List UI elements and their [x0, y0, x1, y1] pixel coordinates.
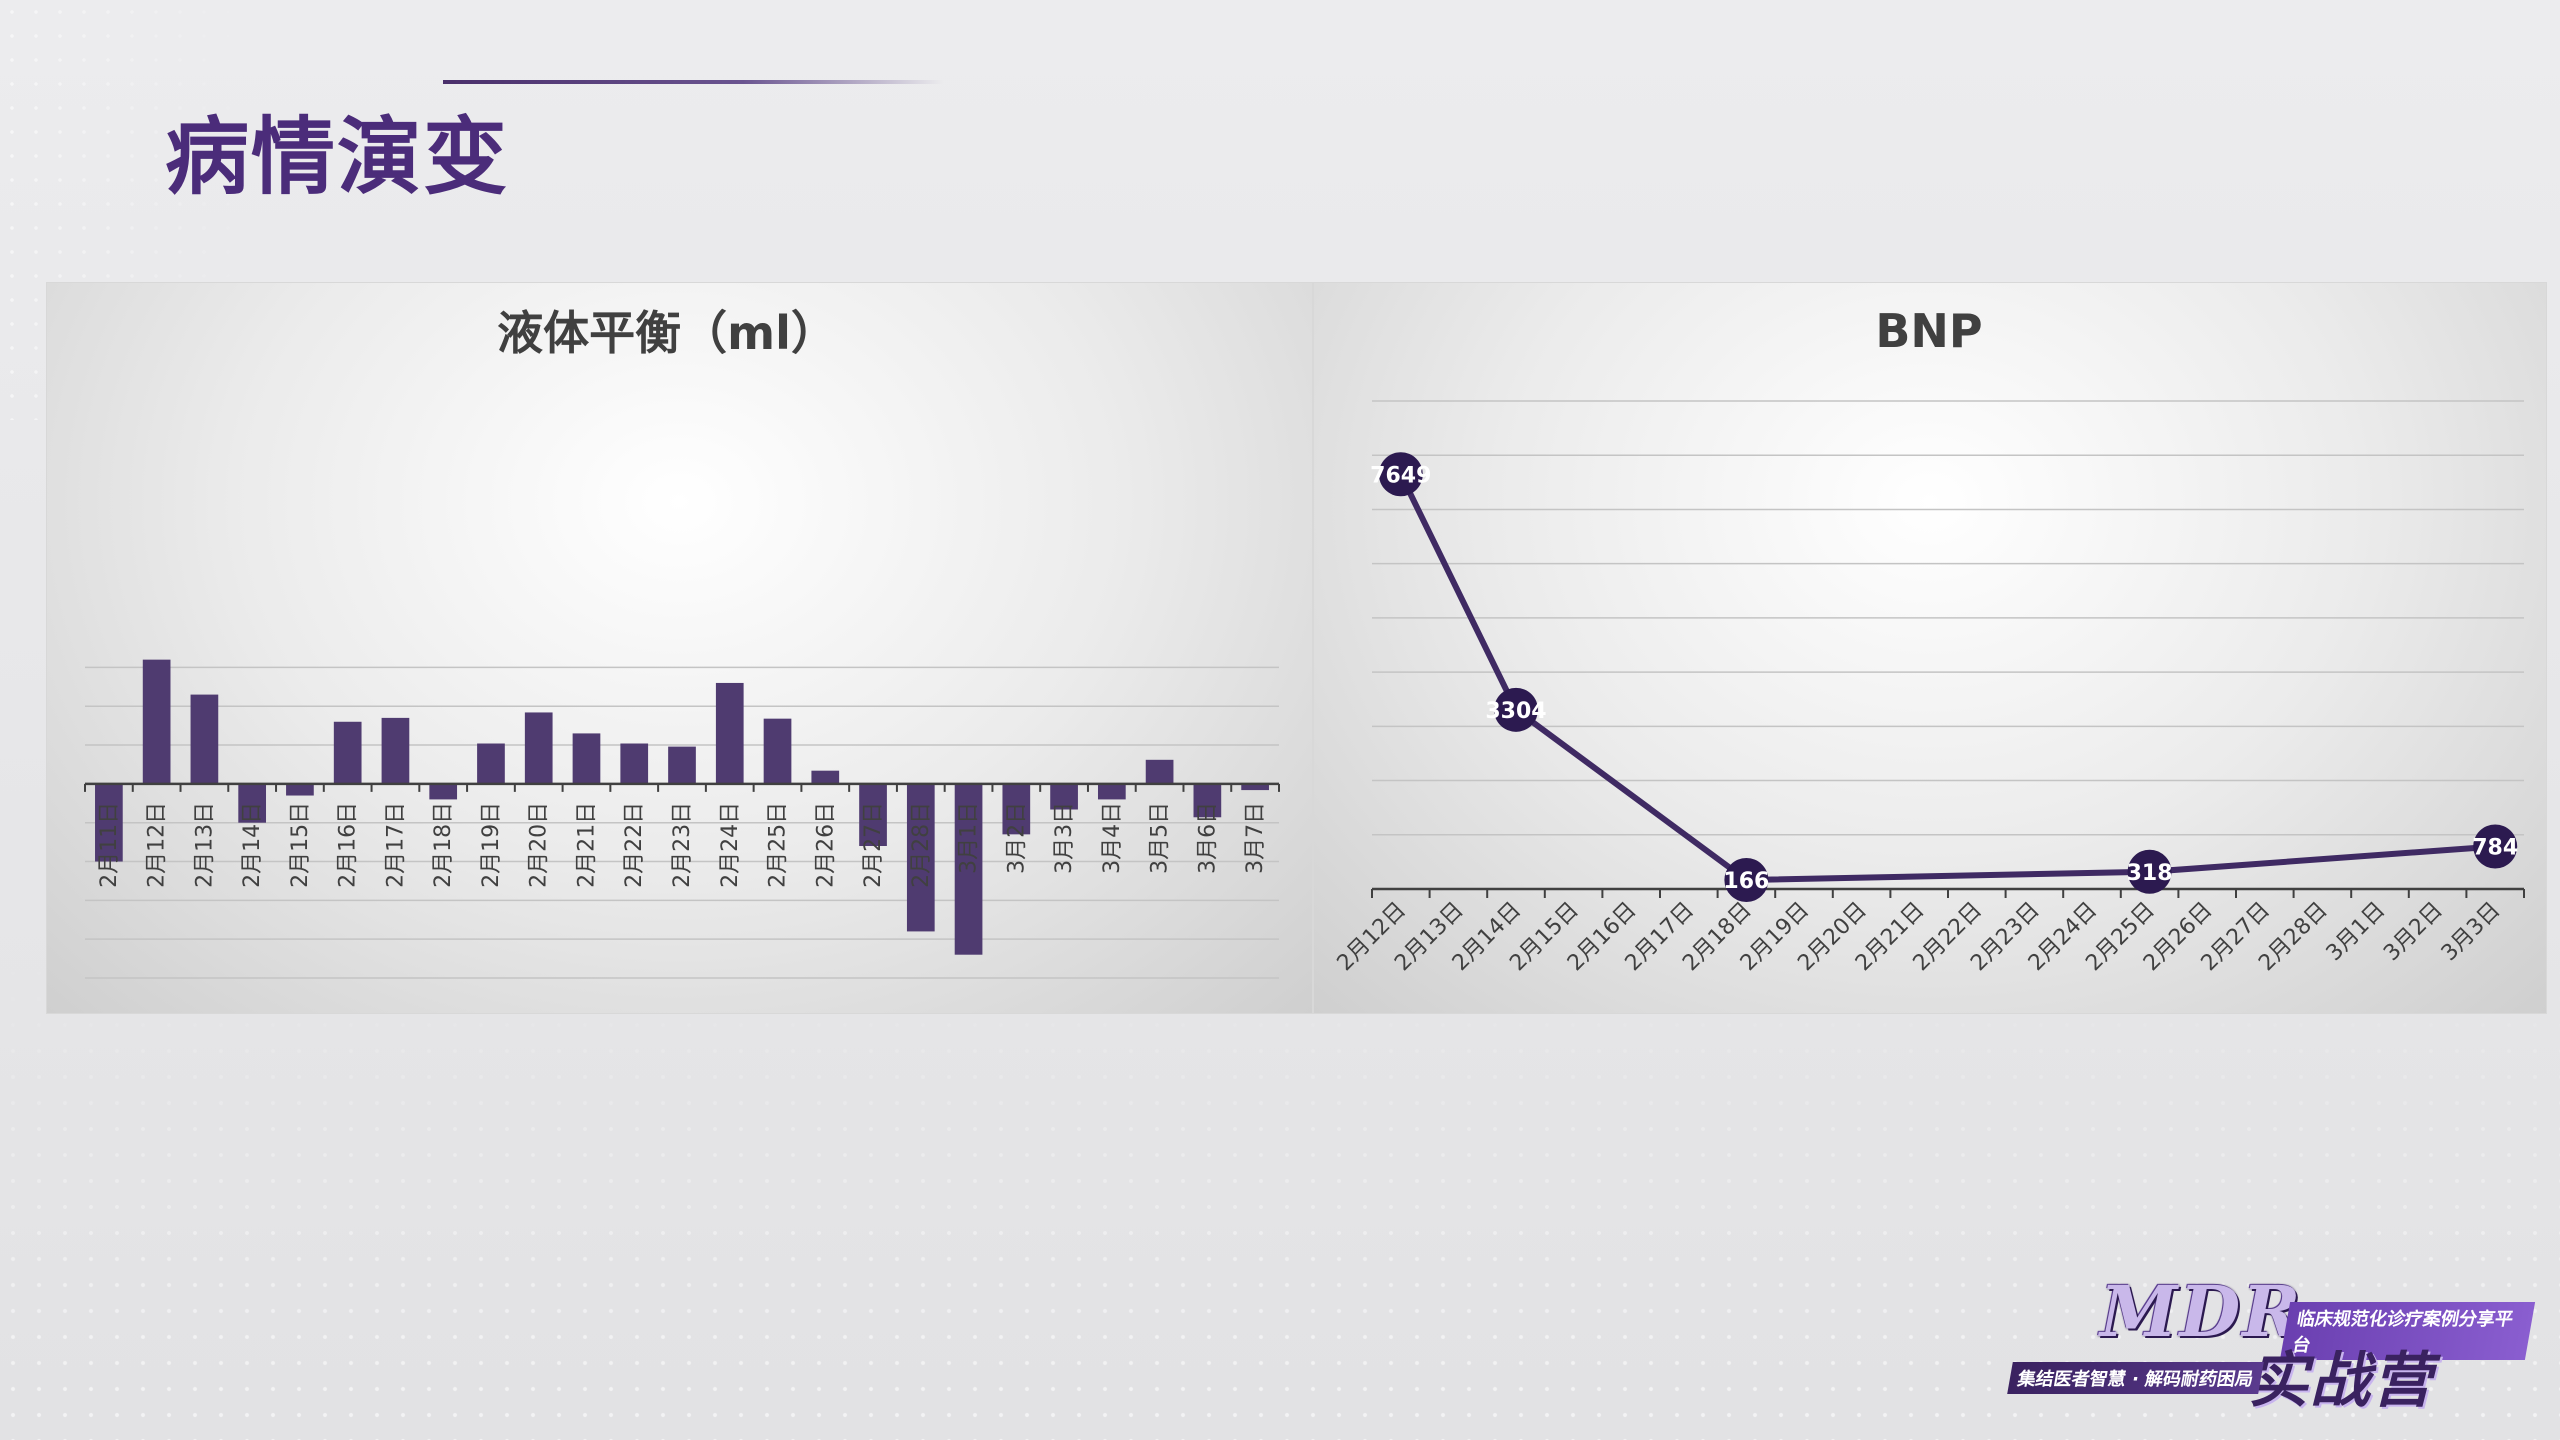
x-tick-label: 3月5日	[1148, 802, 1173, 874]
x-tick-label: 2月19日	[479, 802, 504, 888]
x-tick-label: 2月15日	[288, 802, 313, 888]
x-tick-label: 2月20日	[527, 802, 552, 888]
logo-badge-bottom: 集结医者智慧 · 解码耐药困局	[2007, 1362, 2265, 1394]
x-tick-label: 2月21日	[574, 802, 599, 888]
x-tick-label: 3月1日	[2322, 898, 2391, 967]
x-tick-label: 3月3日	[2437, 898, 2506, 967]
data-point	[1378, 452, 1423, 497]
bar	[572, 733, 601, 784]
x-tick-label: 2月24日	[718, 802, 743, 888]
x-tick-label: 2月23日	[670, 802, 695, 888]
bar	[142, 659, 171, 784]
x-tick-label: 2月11日	[97, 802, 122, 888]
series-line	[1398, 472, 2496, 883]
x-tick-label: 3月2日	[2379, 898, 2448, 967]
data-label: 784	[2472, 835, 2518, 860]
page-title: 病情演变	[165, 108, 510, 206]
bar	[811, 770, 840, 784]
x-tick-label: 2月16日	[336, 802, 361, 888]
fluid-balance-chart-panel: 液体平衡（ml） 2月11日 2月12日 2月13日 2月14日 2月15日 2月16日 2月…	[46, 282, 1313, 1014]
data-label: 7649	[1370, 463, 1431, 488]
bar	[1145, 759, 1174, 784]
logo-mdr-text: MDR	[2100, 1270, 2303, 1353]
fluid-balance-chart: 液体平衡（ml） 2月11日 2月12日 2月13日 2月14日 2月15日 2月16日 2月…	[84, 306, 1280, 979]
bar	[1097, 783, 1126, 800]
x-tick-label: 2月28日	[909, 802, 934, 888]
x-tick-label: 2月27日	[861, 802, 886, 888]
bnp-chart-panel: BNP 2月12日 2月13日 2月14日 2月15日 2月16日 2月17日 2月18日 2月…	[1313, 282, 2547, 1014]
bar	[286, 783, 314, 796]
bnp-chart: BNP2月12日2月13日2月14日2月15日2月16日2月17日2月18日2月…	[1333, 304, 2525, 976]
x-tick-label: 2月14日	[240, 802, 265, 888]
x-tick-label: 3月7日	[1243, 802, 1268, 874]
bar	[906, 783, 935, 932]
bar	[668, 746, 696, 784]
chart-title: 液体平衡（ml）	[497, 306, 837, 360]
x-tick-label: 3月4日	[1100, 802, 1125, 874]
bar	[1050, 783, 1078, 810]
data-label: 318	[2127, 861, 2173, 886]
x-tick-label: 3月3日	[1052, 802, 1077, 874]
x-tick-label: 3月1日	[957, 802, 982, 874]
background-dot-pattern	[0, 960, 2560, 1440]
x-tick-label: 3月2日	[1004, 802, 1029, 874]
chart-title: BNP	[1875, 304, 1982, 358]
data-point	[2127, 849, 2172, 894]
x-tick-label: 2月17日	[383, 802, 408, 888]
data-point	[1494, 687, 1538, 732]
bar	[95, 783, 123, 862]
x-tick-label: 2月26日	[813, 802, 838, 888]
data-label: 3304	[1485, 699, 1546, 724]
bar	[1193, 783, 1222, 818]
bar	[524, 712, 553, 784]
x-tick-label: 2月22日	[622, 802, 647, 888]
logo-name-text: 实战营	[2248, 1346, 2434, 1416]
x-tick-label: 2月25日	[766, 802, 791, 888]
bar	[1002, 783, 1031, 835]
bar	[381, 717, 410, 784]
bar	[333, 721, 362, 784]
bar	[190, 694, 219, 784]
x-tick-label: 2月18日	[431, 802, 456, 888]
bar	[954, 783, 983, 955]
x-tick-label: 3月6日	[1195, 802, 1220, 874]
bar	[715, 682, 744, 784]
data-label: 166	[1723, 869, 1769, 894]
mdr-logo: MDR 临床规范化诊疗案例分享平台 实战营 集结医者智慧 · 解码耐药困局	[2007, 1270, 2536, 1420]
data-point	[1724, 857, 1769, 902]
x-tick-label: 2月13日	[192, 802, 217, 888]
bar	[477, 743, 505, 784]
x-tick-label: 2月12日	[145, 802, 170, 888]
bar	[238, 783, 267, 823]
bar	[620, 743, 649, 784]
bar	[859, 783, 887, 846]
title-accent-line	[443, 80, 943, 84]
data-point	[2473, 824, 2518, 869]
bar	[429, 783, 458, 800]
bar	[1241, 783, 1269, 791]
bar	[763, 718, 792, 784]
